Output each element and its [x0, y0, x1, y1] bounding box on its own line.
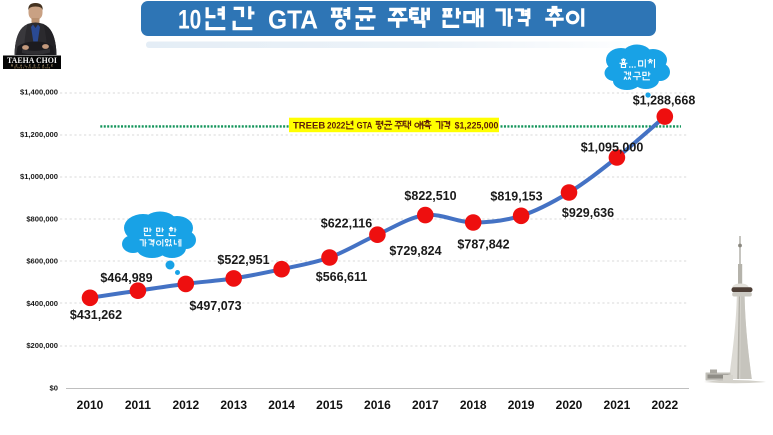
svg-text:$1,288,668: $1,288,668 [633, 93, 696, 107]
svg-text:2016: 2016 [364, 398, 391, 412]
svg-text:$1,200,000: $1,200,000 [20, 130, 58, 139]
svg-text:2011: 2011 [125, 398, 151, 412]
svg-text:$819,153: $819,153 [490, 189, 542, 203]
svg-text:$787,842: $787,842 [457, 237, 509, 251]
svg-text:$400,000: $400,000 [26, 299, 58, 308]
svg-text:2018: 2018 [460, 398, 487, 412]
svg-text:$622,116: $622,116 [321, 216, 372, 230]
svg-text:$822,510: $822,510 [404, 189, 456, 203]
svg-text:2019: 2019 [508, 398, 535, 412]
svg-text:$1,000,000: $1,000,000 [20, 172, 58, 181]
svg-text:$1,400,000: $1,400,000 [20, 88, 58, 97]
svg-text:TAEHA CHOI: TAEHA CHOI [7, 56, 57, 65]
svg-text:$200,000: $200,000 [26, 341, 58, 350]
svg-text:$600,000: $600,000 [26, 257, 58, 266]
svg-text:Great Toronto Area: Great Toronto Area [14, 67, 51, 70]
svg-text:$1,225,000: $1,225,000 [455, 121, 499, 132]
svg-text:2021: 2021 [604, 398, 631, 412]
svg-text:$464,989: $464,989 [100, 271, 152, 285]
svg-text:2014: 2014 [268, 398, 295, 412]
svg-text:2022: 2022 [327, 121, 345, 132]
svg-text:2012: 2012 [172, 398, 199, 412]
svg-text:GTA: GTA [268, 5, 318, 35]
svg-text:$800,000: $800,000 [26, 214, 58, 223]
svg-text:$729,824: $729,824 [389, 244, 441, 258]
svg-text:2010: 2010 [77, 398, 104, 412]
svg-text:2013: 2013 [220, 398, 247, 412]
svg-text:$497,073: $497,073 [189, 299, 241, 313]
svg-text:$431,262: $431,262 [70, 308, 122, 322]
svg-text:2020: 2020 [556, 398, 583, 412]
svg-text:2015: 2015 [316, 398, 343, 412]
svg-text:2017: 2017 [412, 398, 439, 412]
svg-text:$522,951: $522,951 [217, 253, 269, 267]
svg-text:TREEB: TREEB [293, 121, 325, 132]
svg-text:10: 10 [178, 5, 201, 35]
svg-text:$566,611: $566,611 [316, 270, 367, 284]
svg-text:$929,636: $929,636 [562, 206, 614, 220]
svg-text:$1,095,000: $1,095,000 [581, 141, 644, 155]
svg-text:2022: 2022 [651, 398, 678, 412]
svg-text:$0: $0 [50, 384, 58, 393]
svg-text:GTA: GTA [357, 121, 373, 132]
svg-text:R E A L E S T A T E: R E A L E S T A T E [11, 63, 53, 67]
